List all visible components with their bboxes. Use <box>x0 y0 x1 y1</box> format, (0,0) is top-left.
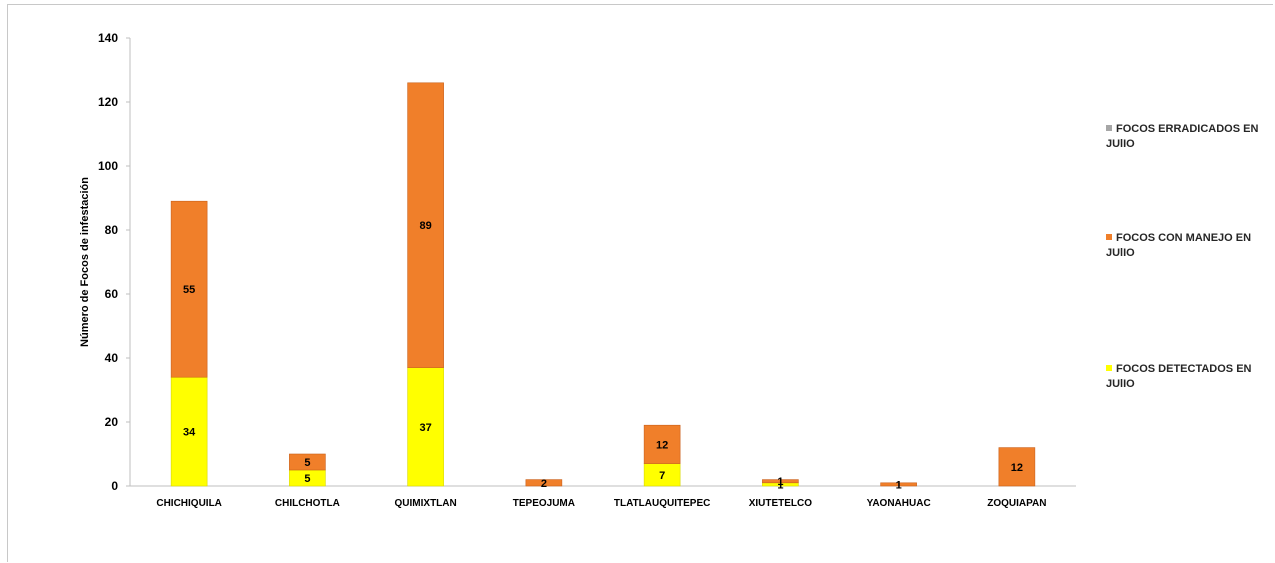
chart-frame <box>7 4 1273 562</box>
bar-segment-1 <box>407 367 444 487</box>
legend-swatch-manejo <box>1106 234 1112 240</box>
x-tick-label: ZOQUIAPAN <box>987 498 1046 509</box>
y-tick-label: 140 <box>98 31 118 45</box>
y-tick-label: 40 <box>105 351 119 365</box>
legend-item-detectados: FOCOS DETECTADOS EN JUlIO <box>1106 362 1266 392</box>
bar-data-label: 7 <box>659 470 665 482</box>
bar-segment-2 <box>170 200 208 378</box>
bar-data-label: 1 <box>777 476 783 488</box>
bar-data-label: 12 <box>1011 462 1023 474</box>
x-tick-label: TEPEOJUMA <box>513 498 575 509</box>
bar-segment-2 <box>407 82 444 368</box>
bar-segment-2 <box>643 424 681 464</box>
x-tick-label: TLATLAUQUITEPEC <box>614 498 710 509</box>
x-tick-label: CHICHIQUILA <box>156 498 222 509</box>
legend-swatch-detectados <box>1106 365 1112 371</box>
bar-segment-1 <box>170 376 208 487</box>
y-tick-label: 100 <box>98 159 118 173</box>
bar-data-label: 89 <box>420 220 432 232</box>
bar-segment-2 <box>525 479 563 487</box>
x-tick-label: CHILCHOTLA <box>275 498 340 509</box>
bar-segment-2 <box>762 479 799 484</box>
bar-data-label: 2 <box>541 478 547 490</box>
bar-data-label: 12 <box>656 439 668 451</box>
y-tick-label: 120 <box>98 95 118 109</box>
y-tick-label: 20 <box>105 415 119 429</box>
legend-item-erradicados: FOCOS ERRADICADOS EN JUlIO <box>1106 122 1266 152</box>
legend-item-manejo: FOCOS CON MANEJO EN JUlIO <box>1106 231 1266 261</box>
legend-swatch-erradicados <box>1106 125 1112 131</box>
legend-label-erradicados: FOCOS ERRADICADOS EN JUlIO <box>1106 123 1259 150</box>
y-tick-label: 60 <box>105 287 119 301</box>
x-tick-label: XIUTETELCO <box>749 498 813 509</box>
legend-label-detectados: FOCOS DETECTADOS EN JUlIO <box>1106 363 1252 390</box>
legend-label-manejo: FOCOS CON MANEJO EN JUlIO <box>1106 232 1252 259</box>
y-tick-label: 0 <box>111 479 118 493</box>
x-tick-label: QUIMIXTLAN <box>395 498 457 509</box>
y-tick-label: 80 <box>105 223 119 237</box>
bar-segment-2 <box>998 447 1036 487</box>
bar-data-label: 1 <box>896 479 902 491</box>
bar-segment-2 <box>880 482 917 487</box>
bar-data-label: 5 <box>304 473 310 485</box>
bar-data-label: 37 <box>420 422 432 434</box>
bar-segment-2 <box>289 453 326 471</box>
bar-data-label: 55 <box>183 284 195 296</box>
bar-data-label: 34 <box>183 427 196 439</box>
bar-data-label: 1 <box>777 479 783 491</box>
x-tick-label: YAONAHUAC <box>867 498 931 509</box>
y-axis-title: Número de Focos de infestación <box>79 177 91 347</box>
bar-data-label: 5 <box>304 457 310 469</box>
